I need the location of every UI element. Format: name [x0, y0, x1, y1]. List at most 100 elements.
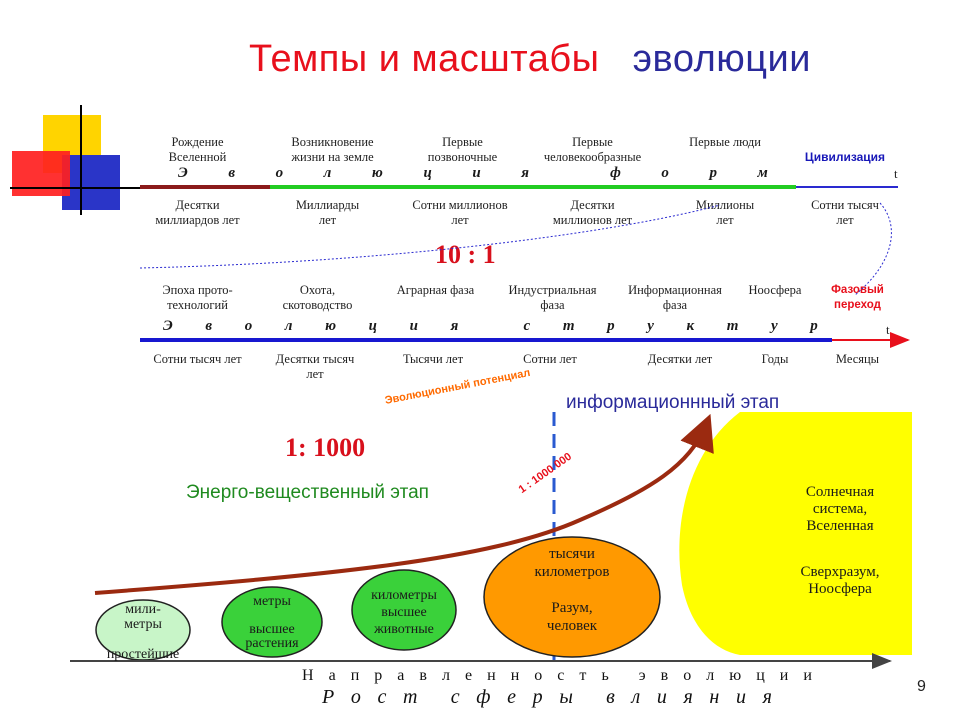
- growth-char: ы: [559, 686, 573, 708]
- circle-thousands-km-text: тысячи километров Разум, человек: [534, 546, 610, 634]
- circle-meters-text: метры высшее растения: [245, 594, 299, 651]
- letter: о: [661, 165, 669, 181]
- letter: о: [244, 318, 253, 334]
- letter: ц: [368, 318, 378, 334]
- bottom-duration: Годы: [761, 352, 789, 366]
- top-duration: Миллиарды лет: [295, 198, 360, 227]
- circle-kilometers: [351, 569, 457, 651]
- letter: ф: [610, 165, 621, 181]
- circle-meters: [221, 586, 323, 658]
- letter: Э: [178, 165, 188, 181]
- growth-char: я: [762, 686, 772, 708]
- direction-char: п: [350, 667, 360, 684]
- dotted-connector-left: [139, 204, 721, 269]
- bottom-t-label: t: [886, 322, 890, 337]
- letter: я: [521, 165, 529, 181]
- potential-curve: [94, 413, 714, 595]
- direction-char: а: [397, 667, 405, 684]
- direction-char: о: [683, 667, 692, 684]
- energy-stage-label: Энерго-вещественный этап: [186, 482, 429, 503]
- direction-char: н: [510, 667, 520, 684]
- top-duration: Десятки миллионов лет: [552, 198, 633, 227]
- direction-char: в: [419, 667, 427, 684]
- top-event: Рождение Вселенной: [168, 135, 227, 164]
- bottom-phase: Аграрная фаза: [396, 283, 475, 297]
- direction-char: а: [328, 667, 336, 684]
- direction-char: е: [465, 667, 473, 684]
- bottom-phase: Информационная фаза: [628, 283, 722, 312]
- top-duration: Миллионы лет: [695, 198, 755, 227]
- growth-char: с: [377, 686, 387, 708]
- letter: т: [726, 318, 739, 334]
- page-number: 9: [917, 678, 926, 695]
- bottom-phase: Ноосфера: [748, 283, 802, 297]
- title-part1: Темпы и масштабы: [248, 38, 600, 80]
- bottom-duration: Десятки тысяч лет: [275, 352, 355, 381]
- letter: л: [323, 165, 332, 181]
- direction-char: ц: [756, 667, 765, 684]
- direction-char: в: [660, 667, 669, 684]
- letter: м: [757, 165, 768, 181]
- letter: я: [450, 318, 459, 334]
- growth-char: Р: [322, 686, 335, 708]
- bottom-phase: Охота, скотоводство: [282, 283, 353, 312]
- circle-millimeters-text: мили- метры простейшие: [106, 602, 180, 662]
- growth-char: р: [532, 686, 543, 708]
- direction-char: р: [374, 667, 383, 684]
- top-duration: Сотни миллионов лет: [412, 198, 508, 227]
- info-stage-label: информационнный этап: [566, 392, 780, 413]
- letter: и: [409, 318, 418, 334]
- growth-char: о: [350, 686, 361, 708]
- direction-char: л: [442, 667, 450, 684]
- title-part2: эволюции: [632, 38, 812, 80]
- direction-char: о: [534, 667, 543, 684]
- bottom-phase: Эпоха прото- технологий: [162, 283, 233, 312]
- growth-char: в: [606, 686, 615, 708]
- letter: к: [686, 318, 695, 334]
- dotted-connector-right: [854, 202, 892, 296]
- ratio-10-1: 10 : 1: [435, 240, 496, 269]
- ratio-1-1000: 1: 1000: [285, 433, 366, 462]
- decorative-squares-logo: [10, 105, 140, 215]
- circle-kilometers-text: километры высшее животные: [371, 588, 437, 637]
- direction-char: Н: [302, 667, 314, 684]
- top-event-civilization: Цивилизация: [804, 150, 886, 164]
- top-evolution-letters: Э в о л ю ц и я ф о р м: [178, 165, 768, 182]
- bottom-evolution-letters: Э в о л ю ц и я с т р у к т у р: [163, 318, 818, 335]
- top-event: Первые человекообразные: [543, 135, 642, 164]
- letter: Э: [163, 318, 173, 334]
- page-title: Темпы и масштабы эволюции: [0, 38, 960, 81]
- growth-char: л: [631, 686, 641, 708]
- letter: о: [275, 165, 284, 181]
- bottom-phase-transition: Фазовый переход: [831, 284, 884, 311]
- direction-char: и: [779, 667, 789, 684]
- bottom-duration: Сотни тысяч лет: [153, 352, 242, 366]
- sun-text-system: Солнечная система, Вселенная: [805, 484, 875, 534]
- direction-char: ь: [601, 667, 609, 684]
- direction-char: ю: [729, 667, 742, 684]
- growth-char: ф: [476, 686, 491, 708]
- letter: в: [205, 318, 213, 334]
- top-duration: Сотни тысяч лет: [811, 198, 879, 227]
- growth-char: и: [656, 686, 667, 708]
- circle-thousands-km: [483, 536, 661, 658]
- top-event: Первые позвоночные: [427, 135, 498, 164]
- letter: у: [770, 318, 778, 334]
- direction-char: э: [638, 667, 646, 684]
- sun-text-supermind: Сверхразум, Ноосфера: [800, 564, 880, 597]
- letter: и: [472, 165, 481, 181]
- growth-char: я: [683, 686, 693, 708]
- direction-char: л: [706, 667, 715, 684]
- growth-char: т: [403, 686, 418, 708]
- letter: с: [523, 318, 531, 334]
- direction-char: н: [487, 667, 496, 684]
- letter: в: [228, 165, 236, 181]
- letter: л: [284, 318, 293, 334]
- top-event: Первые люди: [689, 135, 761, 149]
- growth-char: и: [735, 686, 746, 708]
- bottom-duration: Месяцы: [835, 352, 880, 366]
- top-duration: Десятки миллиардов лет: [155, 198, 240, 227]
- growth-char: с: [450, 686, 460, 708]
